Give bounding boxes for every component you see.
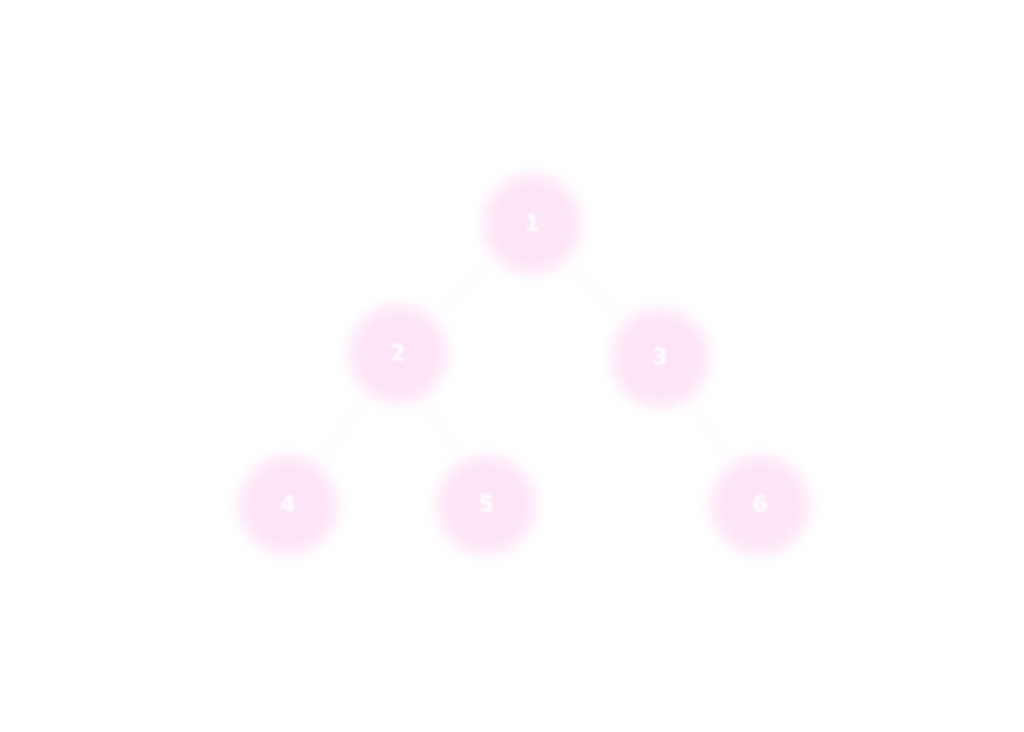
node-2: 2	[346, 302, 450, 406]
node-label: 5	[478, 493, 493, 518]
nodes-layer: 1 2 3 4 5 6	[236, 172, 812, 557]
node-5: 5	[434, 453, 538, 557]
node-label: 2	[390, 342, 405, 367]
node-label: 1	[524, 212, 539, 237]
node-circle	[354, 310, 442, 398]
node-label: 3	[652, 346, 667, 371]
node-circle	[488, 180, 576, 268]
node-circle	[244, 461, 332, 549]
node-6: 6	[708, 453, 812, 557]
node-circle	[616, 314, 704, 402]
node-3: 3	[608, 306, 712, 410]
node-4: 4	[236, 453, 340, 557]
node-label: 6	[752, 493, 767, 518]
node-circle	[716, 461, 804, 549]
node-1: 1	[480, 172, 584, 276]
node-label: 4	[280, 493, 295, 518]
node-circle	[442, 461, 530, 549]
